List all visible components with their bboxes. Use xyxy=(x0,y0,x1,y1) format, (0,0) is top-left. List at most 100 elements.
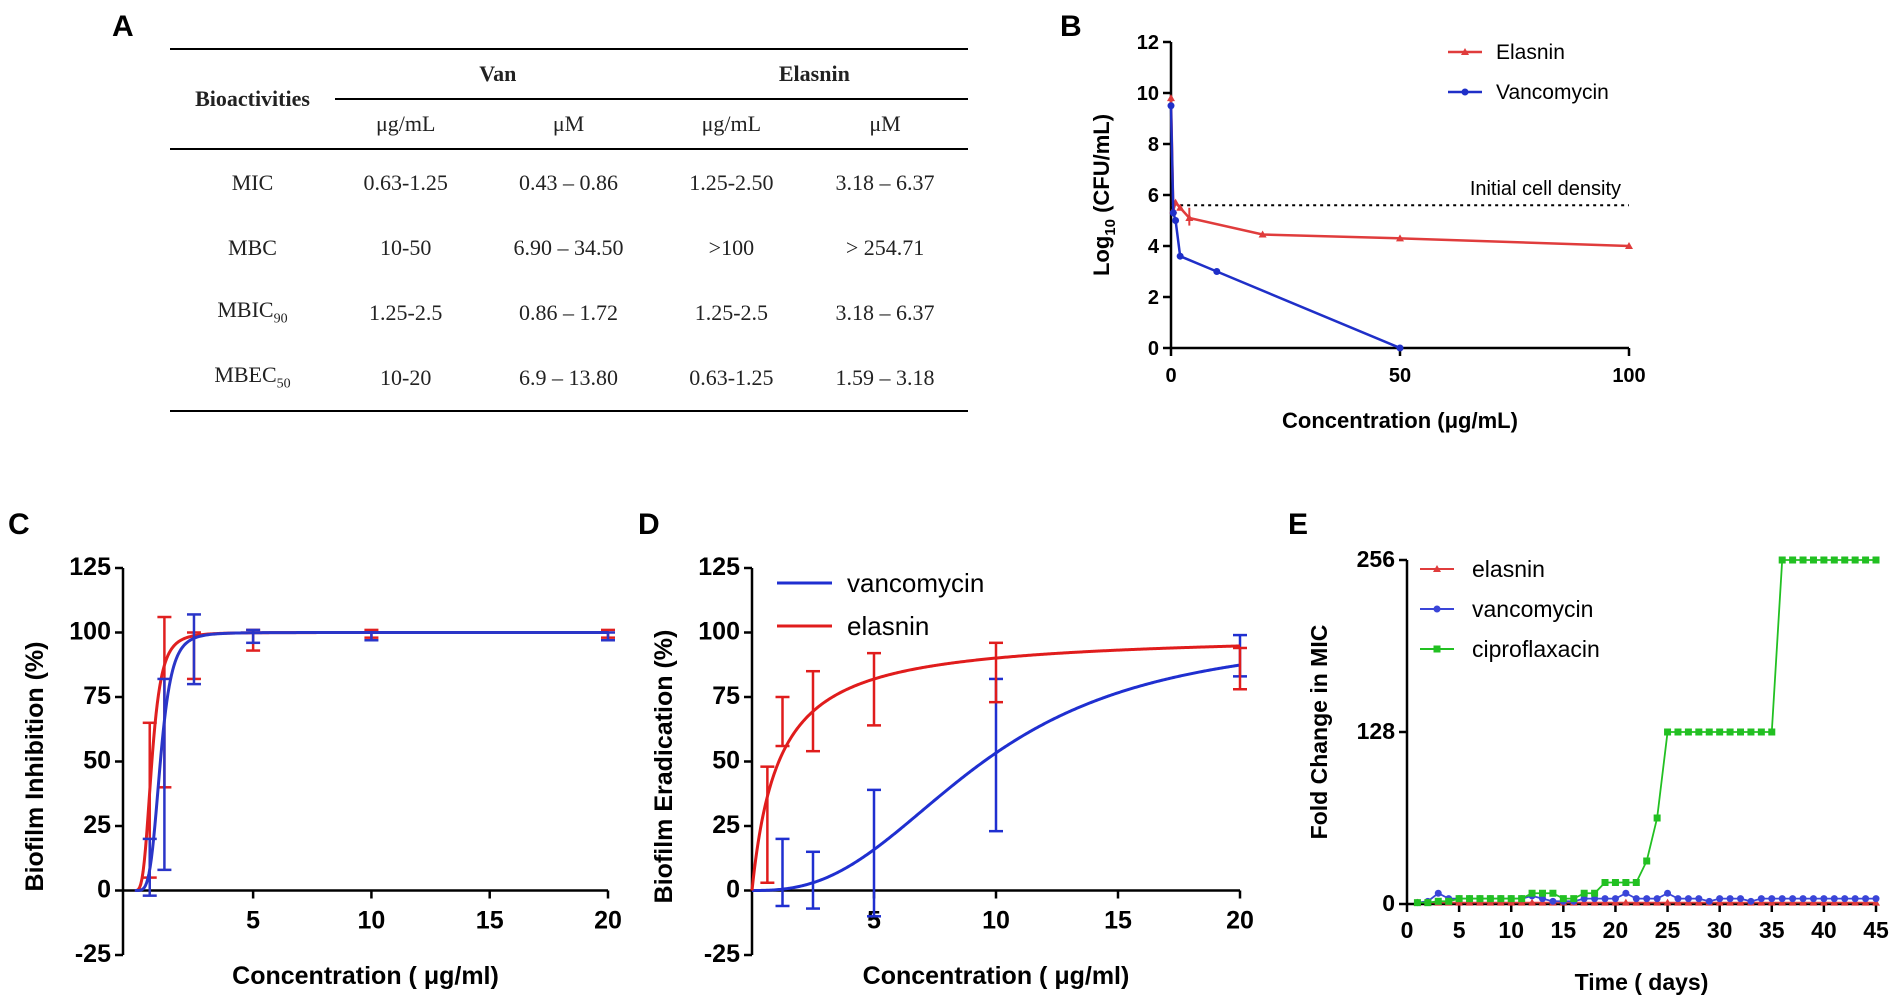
x-tick-label: 5 xyxy=(1453,917,1466,943)
data-point xyxy=(1590,898,1599,906)
series-vancomycin xyxy=(1167,102,1404,352)
data-point xyxy=(1789,895,1797,903)
data-point xyxy=(1695,728,1703,736)
fit-curve xyxy=(134,631,608,892)
x-tick-label: 20 xyxy=(1603,917,1629,943)
x-axis-label: Time ( days) xyxy=(1575,969,1709,995)
data-point xyxy=(1611,879,1619,886)
data-point xyxy=(1872,898,1880,906)
data-point xyxy=(1476,895,1484,903)
data-point xyxy=(1674,895,1682,903)
table-row: MIC 0.63-1.25 0.43 – 0.86 1.25-2.50 3.18… xyxy=(170,149,968,215)
data-point xyxy=(1851,898,1860,906)
series-elasnin xyxy=(1413,898,1880,906)
data-point xyxy=(1705,897,1713,905)
y-tick-label: 128 xyxy=(1357,718,1396,744)
table-row-label: MBEC50 xyxy=(214,362,291,392)
data-point xyxy=(1809,895,1817,903)
series-vancomycin xyxy=(134,613,615,897)
data-point xyxy=(1768,728,1776,736)
data-point xyxy=(1695,895,1703,903)
data-point xyxy=(1726,895,1734,903)
data-point xyxy=(1664,728,1672,736)
data-point xyxy=(1621,898,1630,906)
table-unit: μg/mL xyxy=(660,99,803,150)
data-point xyxy=(1799,895,1807,903)
table-row-header: Bioactivities xyxy=(170,49,335,150)
data-point xyxy=(1424,899,1432,907)
y-tick-label: 256 xyxy=(1357,546,1395,572)
annotation-initial-density: Initial cell density xyxy=(1470,178,1621,200)
data-point xyxy=(1591,889,1599,897)
y-tick-label: 75 xyxy=(712,682,740,710)
data-point xyxy=(1840,898,1849,906)
x-tick-label: 15 xyxy=(1104,907,1132,935)
table-cell: 6.9 – 13.80 xyxy=(519,364,619,390)
y-tick-label: 50 xyxy=(83,747,111,775)
data-point xyxy=(1757,895,1765,903)
data-point xyxy=(1172,217,1180,224)
table-row-label: MBC xyxy=(228,234,277,260)
x-tick-label: 10 xyxy=(1498,917,1524,943)
x-tick-label: 50 xyxy=(1389,365,1411,387)
y-tick-label: 125 xyxy=(698,553,740,581)
data-point xyxy=(1664,889,1672,897)
data-point xyxy=(1788,898,1797,906)
data-point xyxy=(1601,879,1609,886)
panel-letter-e: E xyxy=(1288,508,1309,541)
data-point xyxy=(1830,556,1838,564)
y-tick-label: 6 xyxy=(1148,185,1159,207)
y-axis-label: Log10 (CFU/mL) xyxy=(1089,114,1119,276)
data-point xyxy=(1549,889,1557,897)
x-tick-label: 15 xyxy=(476,907,504,935)
data-point xyxy=(1167,94,1175,102)
table-cell: 0.43 – 0.86 xyxy=(519,169,619,195)
panel-letter-c: C xyxy=(8,508,30,541)
data-point xyxy=(1461,48,1469,55)
table-row: MBIC90 1.25-2.5 0.86 – 1.72 1.25-2.5 3.1… xyxy=(170,280,968,345)
data-point xyxy=(1747,728,1755,736)
data-point xyxy=(1466,895,1474,903)
data-point xyxy=(1455,895,1463,903)
table-cell: 0.63-1.25 xyxy=(689,364,774,390)
data-point xyxy=(1538,895,1546,903)
data-point xyxy=(1726,898,1735,906)
data-point xyxy=(1862,895,1870,903)
chart-b: 0 2 4 6 8 10 12 0 50 100 Initial cell density Elasn… xyxy=(1089,32,1646,433)
y-tick-label: 8 xyxy=(1148,134,1159,156)
data-point xyxy=(1176,203,1185,211)
panel-letter-d: D xyxy=(638,508,660,541)
data-point xyxy=(1465,898,1474,906)
x-tick-label: 20 xyxy=(594,907,622,935)
series-ciproflaxacin xyxy=(1413,556,1880,907)
data-point xyxy=(1433,565,1441,572)
data-point xyxy=(1653,895,1661,903)
data-point xyxy=(1778,895,1786,903)
y-tick-label: 10 xyxy=(1137,83,1159,105)
data-point xyxy=(1601,898,1610,906)
data-point xyxy=(1694,898,1703,906)
table-group-elasnin: Elasnin xyxy=(660,49,968,100)
series-elasnin xyxy=(134,615,615,892)
data-point xyxy=(1851,895,1859,903)
panel-letter-b: B xyxy=(1060,10,1082,43)
data-point xyxy=(1841,556,1849,564)
data-point xyxy=(1517,898,1526,906)
data-point xyxy=(1715,898,1724,906)
y-tick-label: 100 xyxy=(69,618,111,646)
data-point xyxy=(1768,895,1776,903)
data-point xyxy=(1757,728,1765,736)
chart-c: -25 0 25 50 75 100 125 5 10 15 20 Concentration ( μ… xyxy=(21,553,622,990)
data-point xyxy=(1684,895,1692,903)
table-cell: 10-20 xyxy=(380,364,432,390)
data-point xyxy=(1507,895,1515,903)
x-tick-label: 10 xyxy=(982,907,1010,935)
data-point xyxy=(1819,898,1828,906)
data-point xyxy=(1643,895,1651,903)
x-tick-label: 100 xyxy=(1612,365,1645,387)
data-point xyxy=(1433,645,1441,653)
y-axis-label: Biofilm Inhibition (%) xyxy=(21,642,49,892)
table-cell: 1.59 – 3.18 xyxy=(835,364,935,390)
table-cell: >100 xyxy=(708,234,755,260)
legend-label: ciproflaxacin xyxy=(1472,636,1600,662)
